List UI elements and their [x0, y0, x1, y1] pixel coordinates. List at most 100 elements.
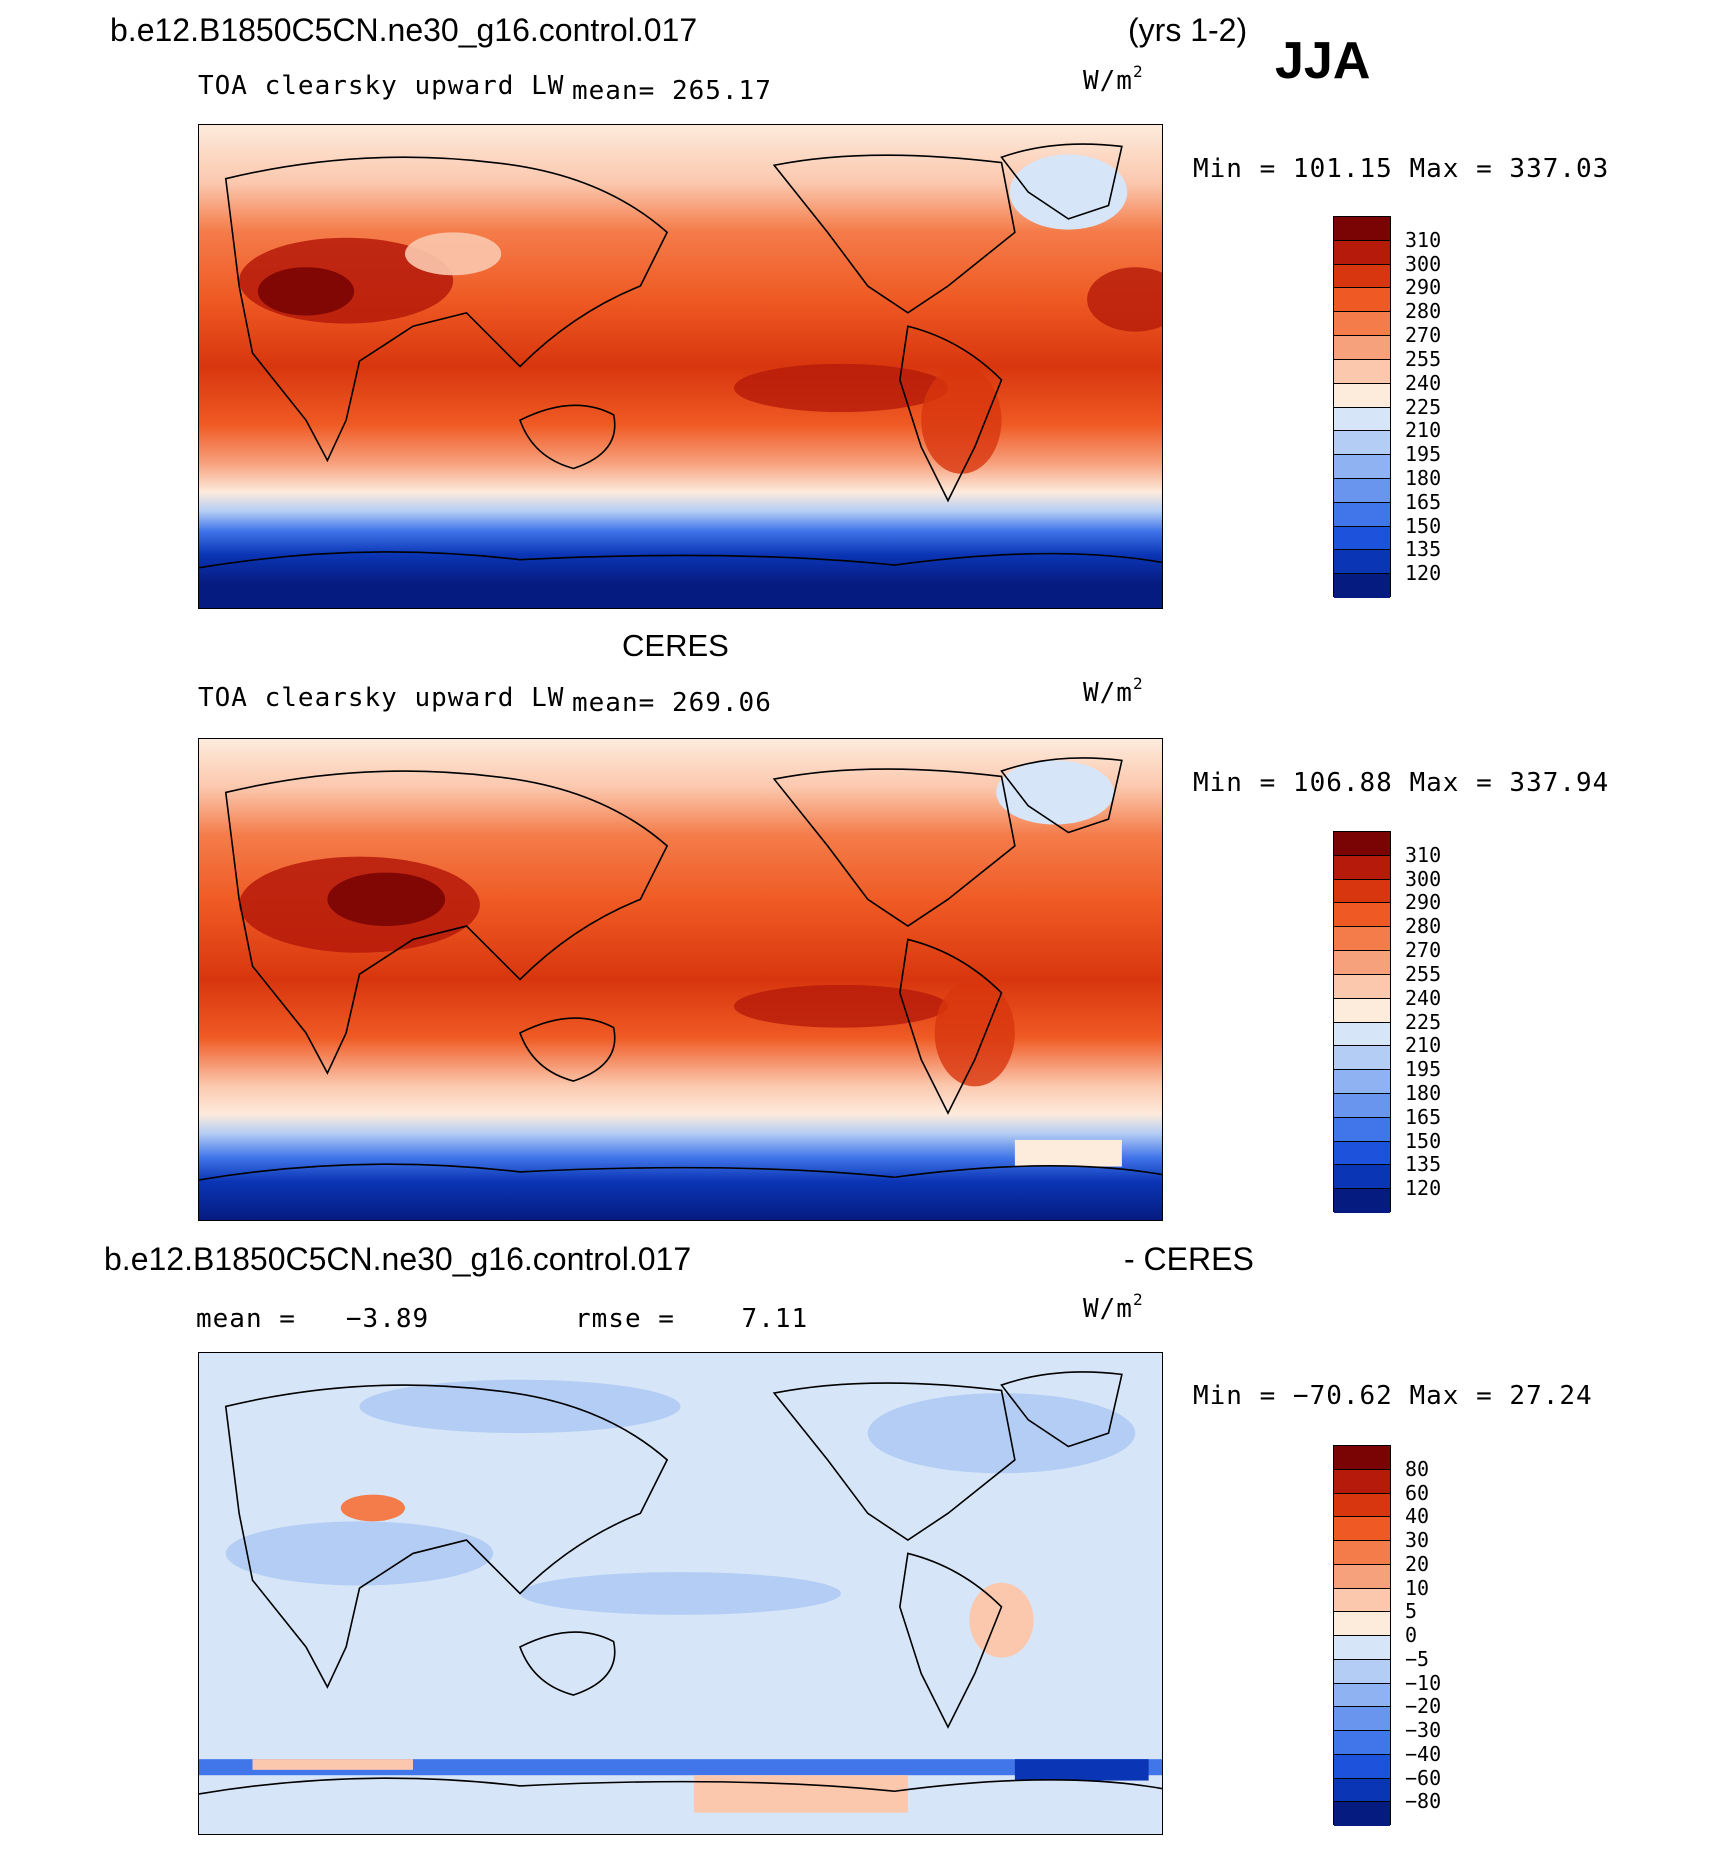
colorbar-tick-label: −30 — [1405, 1718, 1442, 1742]
colorbar-tick-label: 300 — [1405, 866, 1442, 891]
colorbar-swatch — [1334, 998, 1390, 1023]
colorbar-tick-label: 165 — [1405, 489, 1442, 514]
panel3-units: W/m2 — [1083, 1290, 1144, 1324]
colorbar-swatch — [1334, 1141, 1390, 1166]
panel1-minmax: Min = 101.15 Max = 337.03 — [1193, 154, 1610, 184]
colorbar-tick-label: 195 — [1405, 1057, 1442, 1082]
panel2-units: W/m2 — [1083, 674, 1144, 708]
panel3-rmse: rmse = 7.11 — [575, 1304, 809, 1334]
colorbar-swatch — [1334, 574, 1390, 598]
colorbar-tick-label: −5 — [1405, 1646, 1430, 1671]
colorbar-tick-label: 255 — [1405, 346, 1442, 371]
colorbar-swatch — [1334, 502, 1390, 527]
panel1-variable: TOA clearsky upward LW — [198, 71, 565, 101]
colorbar-tick-label: 135 — [1405, 537, 1442, 562]
colorbar-swatch — [1334, 1612, 1390, 1636]
season-label: JJA — [1275, 32, 1371, 90]
colorbar-tick-label: −40 — [1405, 1741, 1442, 1766]
colorbar-swatch — [1334, 903, 1390, 928]
colorbar-tick-label: 270 — [1405, 938, 1442, 963]
colorbar-swatch — [1334, 1802, 1390, 1826]
panel2-title: CERES — [622, 628, 729, 663]
colorbar-swatch — [1334, 240, 1390, 265]
colorbar-swatch — [1334, 526, 1390, 551]
colorbar-tick-label: 0 — [1405, 1623, 1418, 1647]
panel2-variable: TOA clearsky upward LW — [198, 683, 565, 713]
colorbar-swatch — [1334, 832, 1390, 856]
colorbar-swatch — [1334, 1541, 1390, 1565]
panel1-units: W/m2 — [1083, 62, 1144, 96]
colorbar-swatch — [1334, 1707, 1390, 1731]
colorbar-tick-label: 120 — [1405, 1176, 1442, 1201]
panel2-mean: mean= 269.06 — [572, 688, 772, 718]
colorbar-swatch — [1334, 288, 1390, 313]
colorbar-tick-label: 240 — [1405, 985, 1442, 1010]
colorbar-swatch — [1334, 359, 1390, 384]
colorbar-tick-label: 225 — [1405, 1009, 1442, 1034]
colorbar-tick-label: 225 — [1405, 394, 1442, 419]
panel3-mean: mean = −3.89 — [196, 1304, 430, 1334]
colorbar-tick-label: 165 — [1405, 1104, 1442, 1129]
colorbar-swatch — [1334, 550, 1390, 575]
panel3-colorbar — [1333, 1445, 1391, 1826]
colorbar-tick-label: 20 — [1405, 1551, 1430, 1576]
colorbar-tick-label: 300 — [1405, 251, 1442, 276]
colorbar-swatch — [1334, 974, 1390, 999]
panel3-minmax: Min = −70.62 Max = 27.24 — [1193, 1381, 1593, 1411]
colorbar-tick-label: 150 — [1405, 1128, 1442, 1153]
colorbar-tick-label: 290 — [1405, 890, 1442, 915]
panel1-map — [198, 124, 1163, 609]
panel3-map — [198, 1352, 1163, 1835]
colorbar-swatch — [1334, 336, 1390, 360]
colorbar-swatch — [1334, 455, 1390, 479]
panel3-title-right: - CERES — [1124, 1241, 1254, 1277]
colorbar-swatch — [1334, 1446, 1390, 1470]
colorbar-tick-label: 150 — [1405, 513, 1442, 538]
colorbar-swatch — [1334, 312, 1390, 337]
colorbar-tick-label: 240 — [1405, 370, 1442, 395]
colorbar-swatch — [1334, 951, 1390, 975]
colorbar-tick-label: −10 — [1405, 1670, 1442, 1695]
colorbar-swatch — [1334, 1778, 1390, 1803]
colorbar-swatch — [1334, 1731, 1390, 1755]
colorbar-tick-label: −80 — [1405, 1789, 1442, 1814]
panel2-minmax: Min = 106.88 Max = 337.94 — [1193, 768, 1610, 798]
colorbar-tick-label: 135 — [1405, 1152, 1442, 1177]
colorbar-swatch — [1334, 1022, 1390, 1047]
colorbar-tick-label: 60 — [1405, 1480, 1430, 1505]
colorbar-swatch — [1334, 407, 1390, 432]
colorbar-swatch — [1334, 1117, 1390, 1142]
panel1-mean: mean= 265.17 — [572, 76, 772, 106]
colorbar-swatch — [1334, 383, 1390, 408]
colorbar-swatch — [1334, 217, 1390, 241]
colorbar-swatch — [1334, 1659, 1390, 1684]
colorbar-swatch — [1334, 1093, 1390, 1118]
panel2-map — [198, 738, 1163, 1221]
years-label: (yrs 1-2) — [1128, 12, 1248, 48]
colorbar-swatch — [1334, 478, 1390, 503]
colorbar-tick-label: 310 — [1405, 842, 1442, 867]
colorbar-tick-label: −60 — [1405, 1765, 1442, 1790]
colorbar-tick-label: 210 — [1405, 418, 1442, 443]
ceres-field-map — [199, 739, 1162, 1220]
difference-field-map — [199, 1353, 1162, 1834]
colorbar-swatch — [1334, 264, 1390, 289]
colorbar-swatch — [1334, 1165, 1390, 1190]
colorbar-swatch — [1334, 1469, 1390, 1494]
colorbar-tick-label: 290 — [1405, 275, 1442, 300]
colorbar-swatch — [1334, 1683, 1390, 1708]
colorbar-swatch — [1334, 1493, 1390, 1518]
colorbar-tick-label: 180 — [1405, 465, 1442, 490]
colorbar-tick-label: 30 — [1405, 1528, 1430, 1552]
colorbar-tick-label: 80 — [1405, 1456, 1430, 1481]
colorbar-swatch — [1334, 1517, 1390, 1541]
colorbar-swatch — [1334, 1636, 1390, 1660]
colorbar-tick-label: −20 — [1405, 1694, 1442, 1719]
colorbar-swatch — [1334, 1189, 1390, 1213]
colorbar-tick-label: 270 — [1405, 323, 1442, 348]
colorbar-swatch — [1334, 1588, 1390, 1613]
colorbar-tick-label: 10 — [1405, 1575, 1430, 1600]
panel1-colorbar — [1333, 216, 1391, 598]
case-name: b.e12.B1850C5CN.ne30_g16.control.017 — [110, 12, 698, 48]
colorbar-tick-label: 120 — [1405, 561, 1442, 586]
